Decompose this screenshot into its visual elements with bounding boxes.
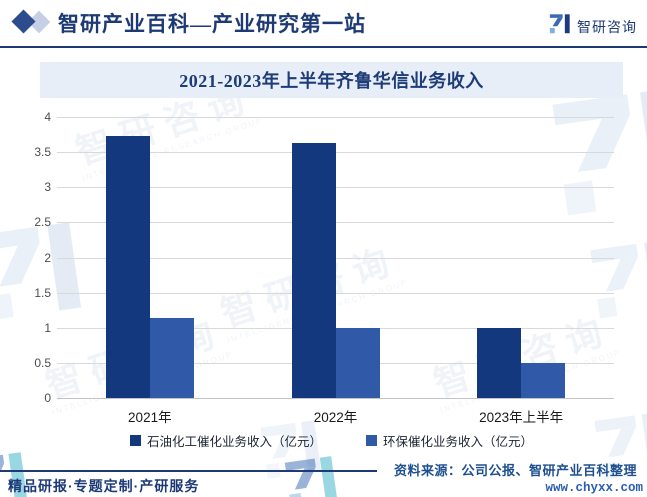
gridline (57, 398, 614, 399)
y-axis-tick-label: 4 (44, 110, 51, 124)
chart-title: 2021-2023年上半年齐鲁华信业务收入 (179, 71, 484, 91)
brand-diamond-icon (11, 9, 36, 34)
x-axis-category-label: 2021年 (128, 410, 172, 425)
chart: 2021-2023年上半年齐鲁华信业务收入 0 0.5 1 1.5 2 2.5 3 3.5 4 2… (34, 62, 623, 454)
bar-2021年-series0 (105, 135, 150, 398)
x-axis-category-label: 2022年 (313, 410, 358, 425)
footer-separator (0, 470, 377, 472)
y-axis-tick-label: 1 (44, 320, 51, 335)
source-note: 资料来源：公司公报、智研产业百科整理 (393, 463, 637, 478)
legend-item: 环保催化业务收入（亿元） (366, 431, 533, 450)
legend: 石油化工催化业务收入（亿元） 环保催化业务收入（亿元） (40, 430, 623, 450)
legend-swatch (129, 434, 141, 446)
gridline (57, 292, 614, 294)
website-url: www.chyxx.com (545, 481, 643, 495)
bar-2023年上半年-series0 (477, 327, 522, 398)
y-axis-tick-label: 0 (44, 391, 51, 405)
header: 智研产业百科—产业研究第一站 智研咨询 (0, 0, 647, 48)
legend-swatch (366, 434, 377, 446)
bar-2022年-series0 (291, 142, 336, 398)
gridline (57, 187, 614, 189)
watermark-logo-icon (282, 453, 341, 497)
bar-2022年-series1 (335, 327, 380, 398)
zhiyan-logo-icon (549, 13, 571, 40)
bar-2023年上半年-series1 (521, 362, 566, 398)
footer-tagline: 精品研报·专题定制·产研服务 (8, 478, 200, 494)
y-axis-tick-label: 2 (44, 250, 51, 265)
corner-logo: 智研咨询 (549, 13, 637, 40)
y-axis-tick-label: 0.5 (34, 355, 51, 370)
plot-area (57, 117, 614, 399)
gridline (57, 257, 614, 259)
corner-logo-text: 智研咨询 (577, 18, 637, 35)
y-axis-tick-label: 3 (44, 180, 51, 195)
gridline (57, 222, 614, 224)
y-axis-tick-label: 2.5 (34, 215, 51, 230)
y-axis-tick-label: 3.5 (34, 145, 51, 160)
y-axis-tick-label: 1.5 (34, 285, 51, 300)
gridline (57, 117, 614, 118)
x-axis-category-label: 2023年上半年 (479, 410, 564, 425)
gridline (57, 152, 614, 154)
legend-label: 石油化工催化业务收入（亿元） (146, 434, 322, 449)
bar-2021年-series1 (149, 317, 194, 398)
legend-item: 石油化工催化业务收入（亿元） (129, 431, 322, 450)
chart-title-band: 2021-2023年上半年齐鲁华信业务收入 (40, 62, 623, 98)
brand-title: 智研产业百科—产业研究第一站 (58, 12, 366, 36)
legend-label: 环保催化业务收入（亿元） (383, 434, 534, 449)
